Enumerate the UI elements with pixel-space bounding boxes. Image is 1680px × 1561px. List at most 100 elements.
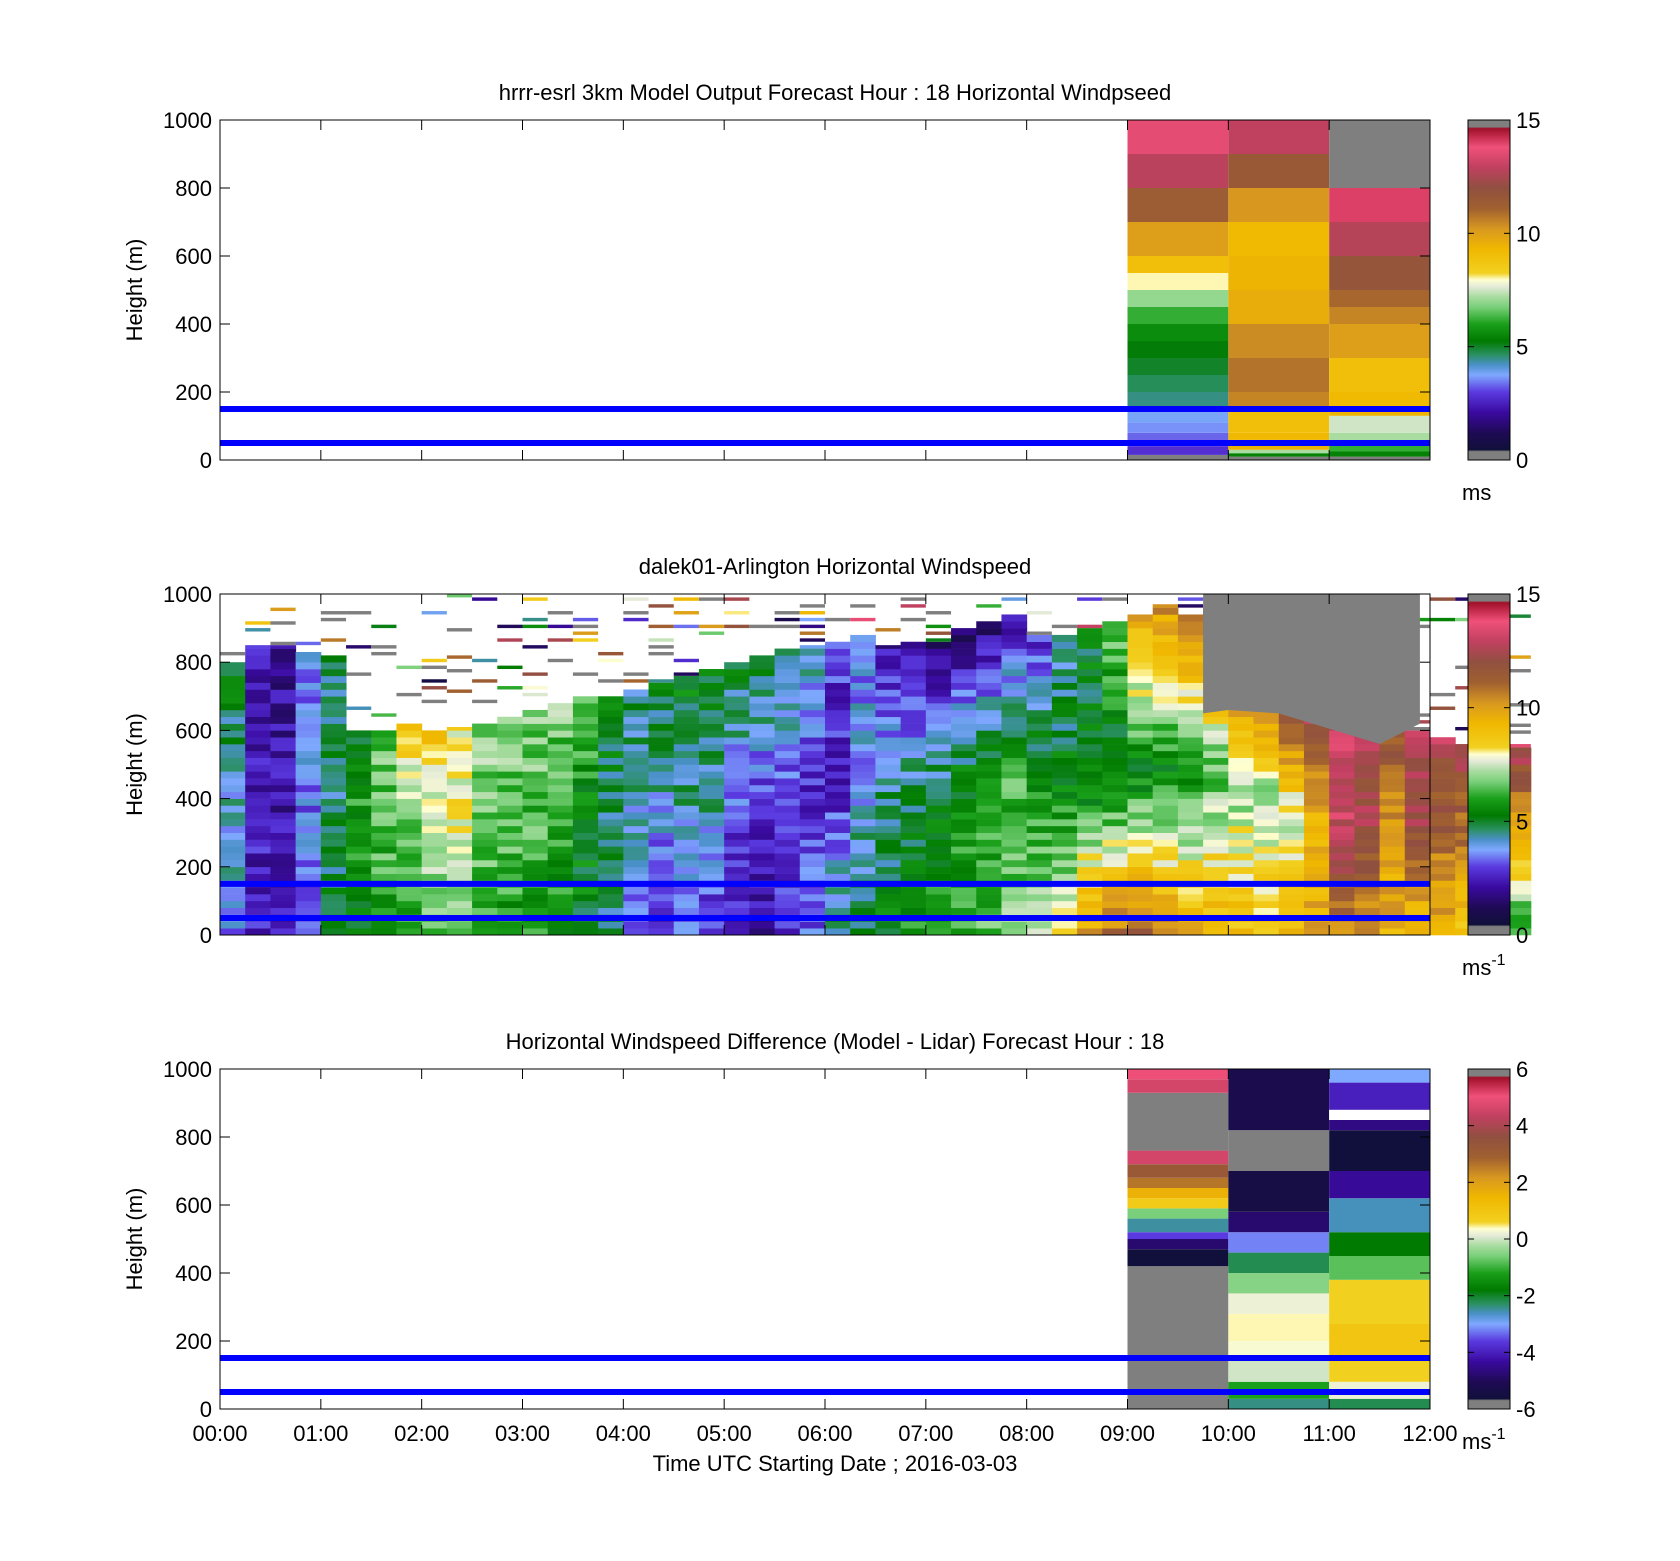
heatmap-cell	[346, 784, 372, 793]
heatmap-cell	[749, 894, 776, 902]
heatmap-cell	[346, 819, 372, 827]
heatmap-cell	[1177, 614, 1204, 622]
heatmap-cell	[1430, 805, 1456, 813]
heatmap-cell	[648, 928, 675, 936]
heatmap-cell	[698, 853, 725, 861]
heatmap-cell	[825, 894, 851, 902]
y-tick-label: 800	[175, 176, 212, 201]
heatmap-cell	[1505, 750, 1532, 758]
heatmap-cell	[598, 757, 624, 765]
y-tick-label: 0	[200, 448, 212, 473]
heatmap-cell	[1026, 757, 1053, 765]
heatmap-cell	[1127, 655, 1154, 663]
heatmap-cell	[421, 757, 448, 765]
heatmap-cell	[623, 723, 650, 731]
heatmap-cell	[295, 641, 321, 646]
heatmap-cell	[245, 921, 271, 929]
heatmap-cell	[1051, 655, 1078, 663]
heatmap-cell	[925, 709, 952, 718]
heatmap-cell	[1253, 778, 1280, 786]
heatmap-cell	[1152, 604, 1179, 608]
heatmap-cell	[1430, 859, 1456, 868]
heatmap-cell	[371, 757, 397, 765]
heatmap-cell	[724, 784, 750, 793]
heatmap-cell	[1379, 866, 1406, 874]
heatmap-cell	[1102, 866, 1128, 874]
heatmap-cell	[875, 907, 902, 915]
heatmap-cell	[623, 921, 650, 929]
heatmap-cell	[1203, 764, 1229, 772]
heatmap-cell	[1127, 432, 1229, 440]
heatmap-cell	[547, 853, 574, 861]
heatmap-cell	[295, 859, 322, 868]
heatmap-cell	[472, 798, 498, 806]
heatmap-cell	[320, 669, 347, 677]
heatmap-cell	[547, 825, 574, 833]
heatmap-cell	[951, 655, 977, 663]
heatmap-cell	[1152, 894, 1179, 902]
heatmap-cell	[1379, 832, 1406, 840]
heatmap-cell	[346, 778, 372, 786]
heatmap-cell	[825, 928, 851, 936]
heatmap-cell	[976, 805, 1002, 813]
heatmap-cell	[1354, 887, 1381, 895]
heatmap-cell	[1127, 921, 1154, 929]
heatmap-cell	[1102, 832, 1128, 840]
heatmap-cell	[976, 784, 1002, 793]
heatmap-cell	[1430, 846, 1456, 854]
heatmap-cell	[1430, 784, 1456, 793]
heatmap-cell	[1001, 812, 1028, 820]
heatmap-cell	[1102, 819, 1128, 827]
heatmap-cell	[976, 641, 1002, 649]
heatmap-cell	[673, 716, 700, 724]
heatmap-cell	[320, 928, 347, 936]
heatmap-cell	[295, 928, 322, 936]
heatmap-cell	[1026, 778, 1053, 786]
heatmap-cell	[1404, 907, 1431, 915]
heatmap-cell	[1177, 907, 1204, 915]
heatmap-cell	[1505, 757, 1532, 765]
heatmap-cell	[1026, 887, 1053, 895]
heatmap-cell	[396, 825, 423, 833]
heatmap-cell	[446, 887, 473, 895]
heatmap-cell	[1505, 778, 1532, 786]
heatmap-cell	[446, 928, 473, 936]
heatmap-cell	[774, 730, 801, 738]
heatmap-cell	[1329, 791, 1355, 799]
heatmap-cell	[598, 791, 624, 799]
heatmap-cell	[547, 771, 574, 779]
heatmap-cell	[1303, 866, 1330, 874]
heatmap-cell	[1001, 648, 1028, 656]
heatmap-cell	[1102, 744, 1128, 752]
heatmap-cell	[245, 784, 271, 793]
heatmap-cell	[1303, 853, 1330, 861]
heatmap-cell	[497, 778, 523, 786]
heatmap-cell	[900, 730, 927, 738]
heatmap-cell	[900, 866, 927, 874]
heatmap-cell	[1379, 839, 1406, 847]
heatmap-cell	[245, 764, 271, 772]
heatmap-cell	[875, 825, 902, 833]
heatmap-cell	[698, 764, 725, 772]
heatmap-cell	[799, 669, 826, 677]
heatmap-cell	[497, 784, 523, 793]
heatmap-cell	[1430, 900, 1456, 909]
heatmap-cell	[1102, 798, 1128, 806]
heatmap-cell	[1404, 791, 1431, 799]
heatmap-cell	[1026, 716, 1053, 724]
heatmap-cell	[1077, 784, 1103, 793]
heatmap-cell	[497, 853, 523, 861]
heatmap-cell	[1430, 866, 1456, 874]
x-tick-label: 04:00	[596, 1421, 651, 1446]
heatmap-cell	[270, 669, 297, 677]
heatmap-cell	[421, 750, 448, 758]
heatmap-cell	[522, 805, 549, 813]
heatmap-cell	[1379, 928, 1406, 936]
heatmap-cell	[1379, 744, 1406, 752]
heatmap-cell	[245, 709, 271, 718]
heatmap-cell	[1127, 358, 1229, 375]
heatmap-cell	[1001, 928, 1028, 936]
heatmap-cell	[270, 607, 296, 612]
heatmap-cell	[1001, 805, 1028, 813]
heatmap-cell	[421, 812, 448, 820]
